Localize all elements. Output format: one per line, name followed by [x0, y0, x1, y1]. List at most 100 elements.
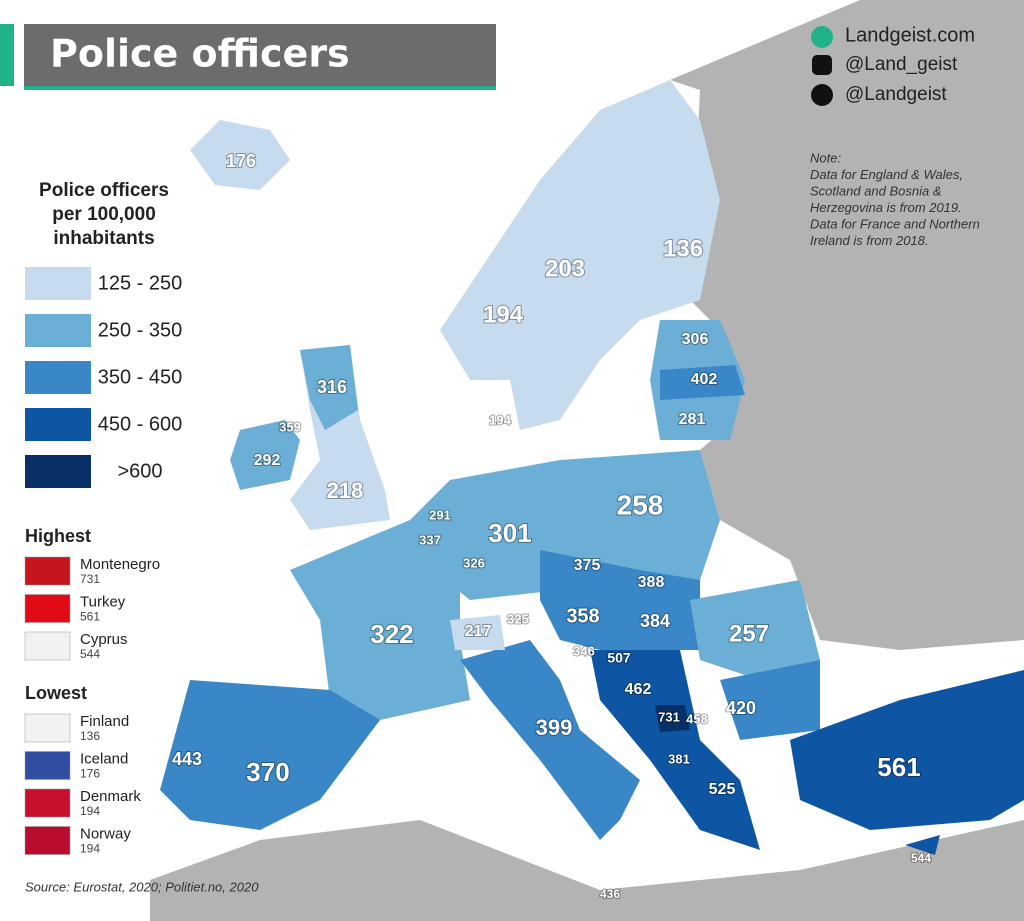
balkans: [590, 650, 760, 850]
note-line: Scotland and Bosnia &: [810, 183, 942, 198]
title-accent: [0, 24, 14, 86]
map-value-label: 281: [679, 411, 706, 428]
map-value-label: 731: [658, 709, 680, 724]
map-value-label: 326: [463, 555, 485, 570]
iberia: [160, 680, 380, 830]
social-link: @Landgeist: [845, 84, 947, 105]
legend-swatch: [25, 361, 91, 394]
map-value-label: 507: [607, 650, 631, 666]
instagram-icon: [812, 55, 832, 75]
legend-label: 125 - 250: [98, 272, 183, 294]
legend-label: 250 - 350: [98, 319, 183, 341]
switzerland: [450, 615, 505, 650]
turkey: [790, 670, 1024, 830]
ranking-name: Iceland: [80, 750, 128, 767]
legend-swatch: [25, 267, 91, 300]
map-value-label: 399: [536, 715, 573, 740]
map-value-label: 561: [877, 752, 920, 782]
map-value-label: 525: [709, 781, 736, 798]
title-bar: [24, 24, 496, 86]
map-value-label: 136: [663, 235, 703, 262]
map-value-label: 292: [254, 452, 281, 469]
map-value-label: 325: [507, 611, 529, 626]
map: [150, 0, 1024, 921]
title-underline: [24, 86, 496, 90]
legend-title: per 100,000: [52, 204, 156, 225]
map-value-label: 258: [617, 489, 664, 520]
legend-title: inhabitants: [53, 228, 154, 249]
latvia: [660, 365, 745, 400]
cyprus: [905, 835, 940, 855]
ranking-name: Montenegro: [80, 556, 160, 573]
map-value-label: 402: [691, 371, 718, 388]
note-line: Herzegovina is from 2019.: [810, 200, 962, 215]
map-value-label: 381: [668, 751, 690, 766]
legend-swatch: [25, 408, 91, 441]
ranking-value: 194: [80, 842, 100, 856]
map-value-label: 375: [574, 557, 601, 574]
map-value-label: 316: [317, 377, 347, 397]
flag: [24, 713, 71, 743]
flag: [24, 826, 71, 855]
map-value-label: 359: [279, 419, 301, 434]
source: Source: Eurostat, 2020; Politiet.no, 202…: [25, 879, 259, 894]
legend-label: 350 - 450: [98, 366, 183, 388]
ranking-name: Norway: [80, 825, 131, 842]
flag: [24, 751, 71, 780]
central-europe: [410, 450, 720, 600]
flag: [24, 556, 71, 586]
legend-swatch: [25, 455, 91, 488]
map-value-label: 301: [488, 518, 531, 548]
ranking-name: Denmark: [80, 788, 141, 805]
ranking-value: 176: [80, 767, 100, 781]
map-value-label: 346: [573, 643, 595, 658]
map-value-label: 462: [625, 681, 652, 698]
map-value-label: 358: [566, 605, 599, 627]
ranking-value: 731: [80, 572, 100, 586]
map-value-label: 458: [686, 711, 708, 726]
central-east: [540, 550, 700, 650]
scandinavia: [440, 80, 720, 430]
map-value-label: 176: [226, 151, 256, 171]
map-value-label: 306: [682, 331, 709, 348]
web-icon: [811, 26, 833, 48]
ranking-name: Turkey: [80, 593, 126, 610]
montenegro: [655, 705, 690, 732]
flag: [24, 594, 71, 623]
title: Police officers: [50, 32, 350, 76]
note-line: Ireland is from 2018.: [810, 233, 929, 248]
map-value-label: 384: [640, 611, 670, 631]
ranking-name: Finland: [80, 713, 129, 730]
note: Note: Data for England & Wales,Scotland a…: [810, 150, 980, 248]
legend-label: >600: [117, 460, 162, 482]
ireland: [230, 420, 300, 490]
map-value-label: 194: [489, 412, 511, 427]
twitter-icon: [811, 84, 833, 106]
map-value-label: 217: [465, 623, 492, 640]
note-line: Data for England & Wales,: [810, 167, 963, 182]
ranking-name: Cyprus: [80, 631, 128, 648]
map-value-label: 218: [327, 478, 364, 503]
map-value-label: 203: [545, 255, 585, 282]
map-value-label: 388: [638, 574, 665, 591]
map-value-label: 337: [419, 532, 441, 547]
non-data-land: [150, 820, 1024, 921]
ranking-value: 544: [80, 647, 100, 661]
note-line: Note:: [810, 150, 841, 165]
social-link: @Land_geist: [845, 54, 958, 75]
legend: Police officers per 100,000 inhabitants 125…: [25, 180, 182, 488]
ranking-title: Highest: [25, 526, 91, 546]
ranking-value: 136: [80, 729, 100, 743]
legend-title: Police officers: [39, 180, 169, 201]
ranking-title: Lowest: [25, 683, 87, 703]
map-value-label: 257: [729, 620, 769, 647]
social-link: Landgeist.com: [845, 24, 975, 46]
map-value-label: 436: [600, 887, 620, 901]
map-value-label: 194: [483, 301, 524, 328]
bulgaria: [720, 660, 820, 740]
note-line: Data for France and Northern: [810, 216, 980, 231]
flag: [24, 788, 71, 818]
romania-bulgaria: [690, 580, 820, 680]
